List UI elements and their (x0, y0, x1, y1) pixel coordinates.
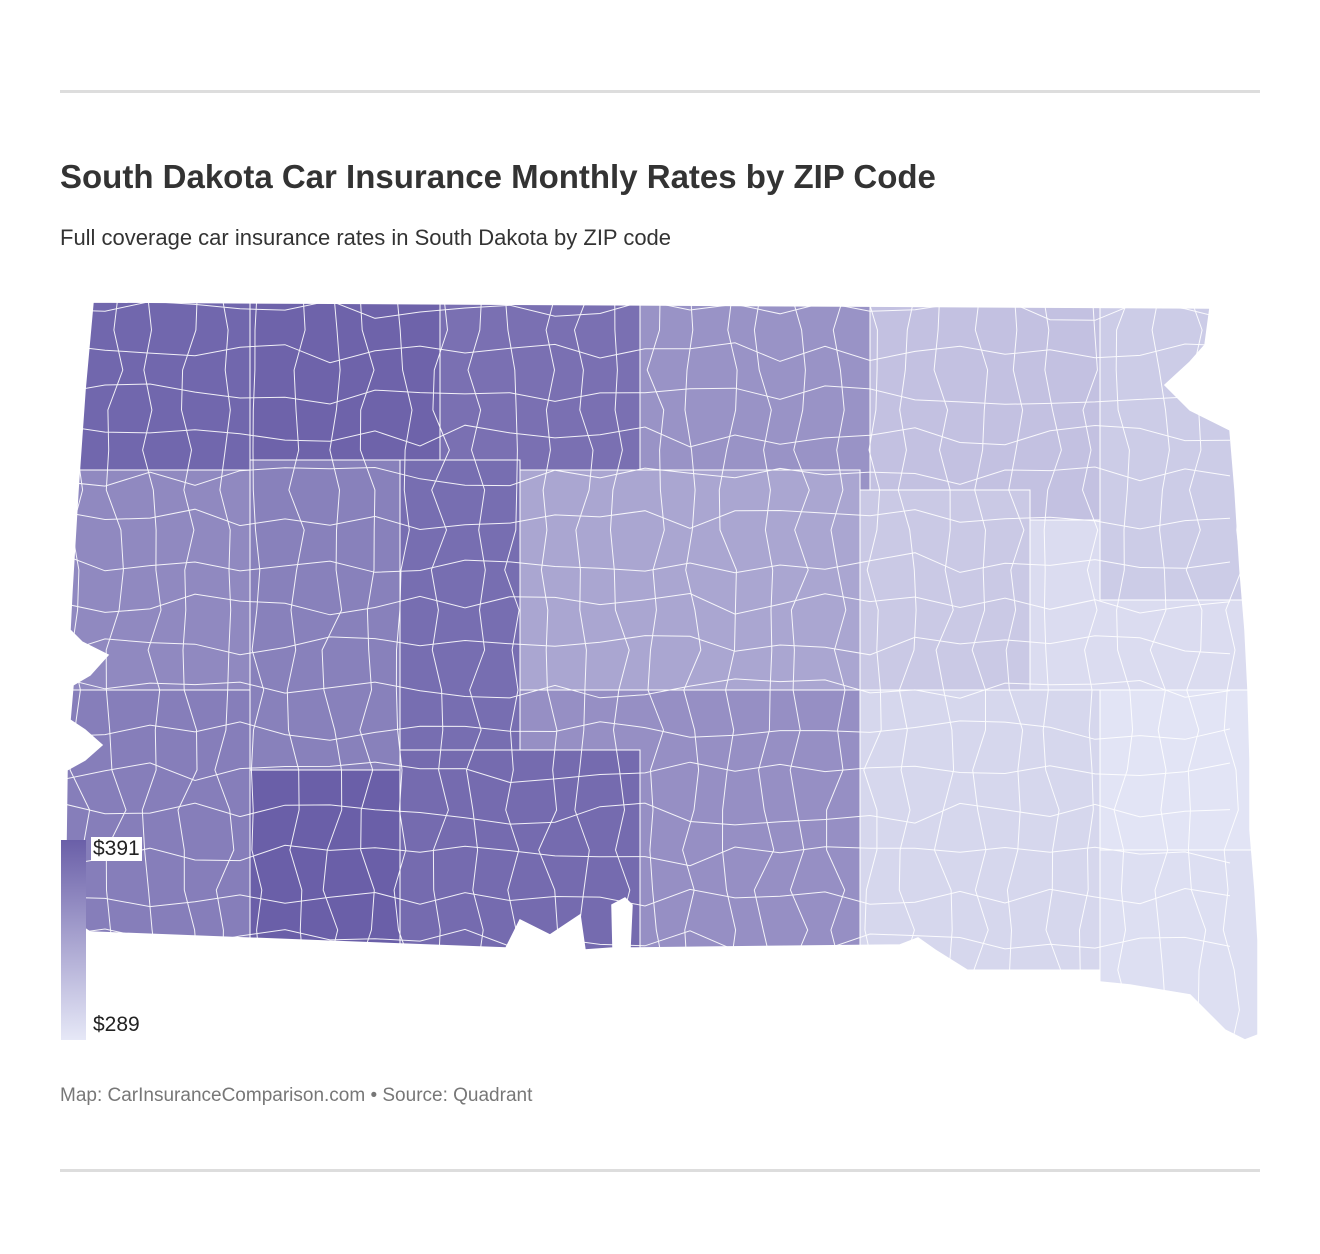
zip-boundary-lines (65, 302, 1258, 1040)
bottom-divider (60, 1169, 1260, 1172)
legend-color-scale (61, 840, 86, 1040)
map-region-east-central (859, 489, 1031, 691)
map-region-southeast (859, 689, 1101, 971)
map-region-central-east (519, 469, 861, 691)
south-dakota-choropleth-map (64, 301, 1259, 1041)
map-region-west-central (65, 469, 251, 691)
map-region-central (399, 459, 521, 751)
map-region-north-central (439, 302, 641, 471)
map-region-north-central-west (249, 302, 441, 461)
map-region-far-northeast (1099, 302, 1258, 601)
map-region-far-southeast (1099, 849, 1258, 1040)
legend-min-label: $289 (91, 1013, 142, 1037)
state-outline (64, 301, 1259, 1041)
map-region-central-west (249, 459, 401, 771)
legend-max-label: $391 (91, 837, 142, 861)
top-divider (60, 90, 1260, 93)
map-region-far-east (1099, 689, 1258, 851)
map-region-northwest (65, 302, 251, 471)
map-source-credit: Map: CarInsuranceComparison.com • Source… (60, 1085, 533, 1106)
map-subtitle: Full coverage car insurance rates in Sou… (60, 225, 672, 250)
map-title: South Dakota Car Insurance Monthly Rates… (60, 158, 936, 195)
